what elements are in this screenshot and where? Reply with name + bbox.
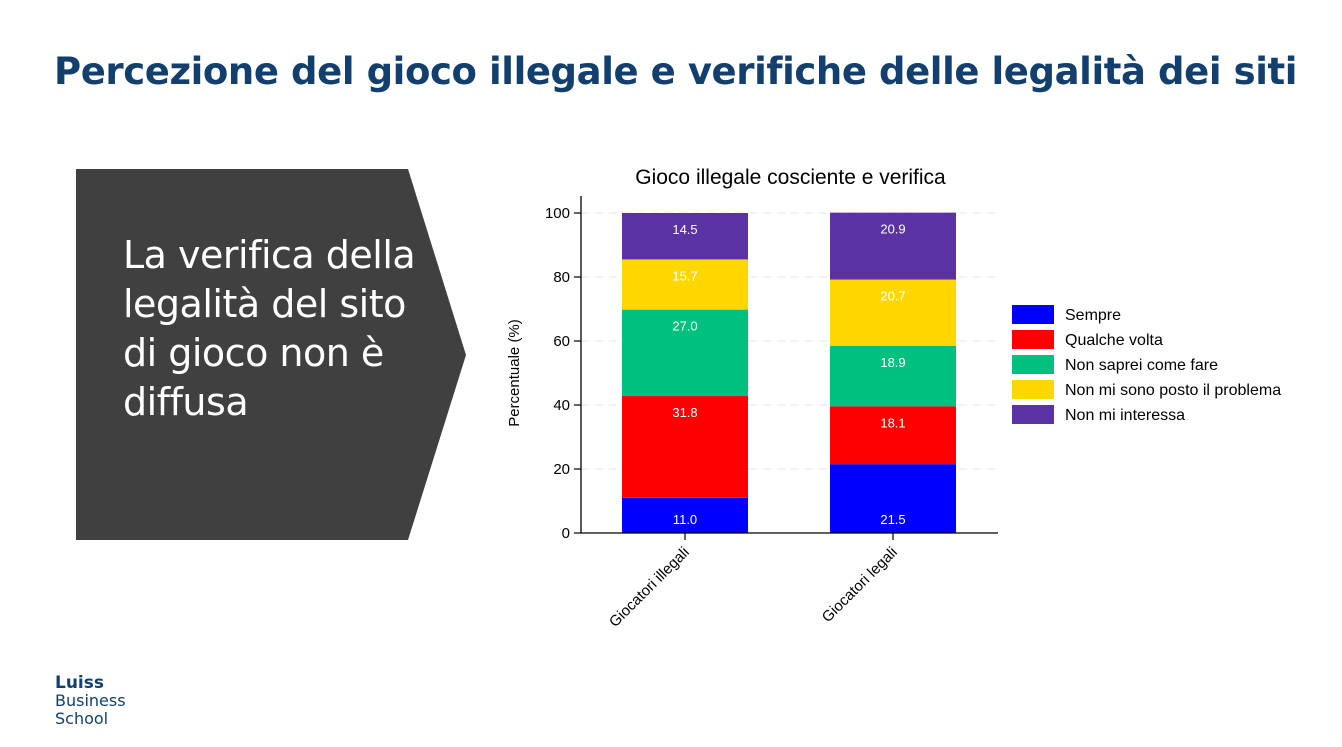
- data-label-0-3: 15.7: [672, 268, 697, 283]
- data-label-1-3: 20.7: [880, 289, 905, 304]
- legend-label-4: Non mi interessa: [1065, 407, 1185, 424]
- legend-swatch-1: [1012, 330, 1054, 349]
- y-tick-label-5: 100: [545, 205, 570, 222]
- callout-box: La verifica della legalità del sito di g…: [76, 169, 466, 540]
- y-tick-label-4: 80: [553, 269, 570, 286]
- chart-title: Gioco illegale cosciente e verifica: [635, 166, 946, 189]
- legend-swatch-0: [1012, 305, 1054, 324]
- y-tick-label-3: 60: [553, 333, 570, 350]
- legend-label-3: Non mi sono posto il problema: [1065, 382, 1281, 399]
- callout-text: La verifica della legalità del sito di g…: [123, 233, 416, 424]
- logo-brand: Luiss: [55, 673, 104, 693]
- luiss-logo: Luiss Business School: [55, 674, 126, 728]
- data-label-1-2: 18.9: [880, 355, 905, 370]
- y-tick-label-2: 40: [553, 397, 570, 414]
- slide-title: Percezione del gioco illegale e verifich…: [54, 50, 1298, 93]
- logo-line-business: Business: [55, 691, 126, 710]
- y-tick-label-1: 20: [553, 461, 570, 478]
- legend-label-2: Non saprei come fare: [1065, 357, 1218, 374]
- legend-label-0: Sempre: [1065, 307, 1121, 324]
- bar-segment-0-2: [622, 309, 748, 397]
- bar-segment-1-0: [830, 464, 956, 533]
- data-label-0-2: 27.0: [672, 319, 697, 334]
- bar-segment-1-2: [830, 345, 956, 407]
- data-label-1-0: 21.5: [880, 512, 905, 527]
- data-label-0-4: 14.5: [672, 222, 697, 237]
- legend-label-1: Qualche volta: [1065, 332, 1163, 349]
- x-tick-label-0: Giocatori illegali: [606, 544, 693, 631]
- y-axis-label: Percentuale (%): [506, 319, 523, 427]
- bar-segment-1-3: [830, 279, 956, 346]
- legend-swatch-4: [1012, 405, 1054, 424]
- y-tick-label-0: 0: [562, 525, 570, 542]
- bar-segment-0-1: [622, 396, 748, 498]
- bar-segment-0-3: [622, 259, 748, 310]
- data-label-0-1: 31.8: [672, 405, 697, 420]
- data-label-0-0: 11.0: [673, 512, 697, 527]
- bar-segment-1-4: [830, 212, 956, 280]
- data-label-1-1: 18.1: [880, 415, 905, 430]
- x-tick-label-1: Giocatori legali: [819, 544, 901, 626]
- bar-segment-0-4: [622, 213, 748, 260]
- legend-swatch-2: [1012, 355, 1054, 374]
- stacked-bar-chart: Gioco illegale cosciente e verifica 11.0 3…: [506, 166, 1281, 631]
- data-label-1-4: 20.9: [880, 222, 905, 237]
- callout-arrow-shape: [76, 169, 466, 540]
- bar-segment-1-1: [830, 406, 956, 465]
- legend-swatch-3: [1012, 380, 1054, 399]
- bar-segment-0-0: [622, 497, 748, 533]
- logo-line-school: School: [55, 709, 109, 728]
